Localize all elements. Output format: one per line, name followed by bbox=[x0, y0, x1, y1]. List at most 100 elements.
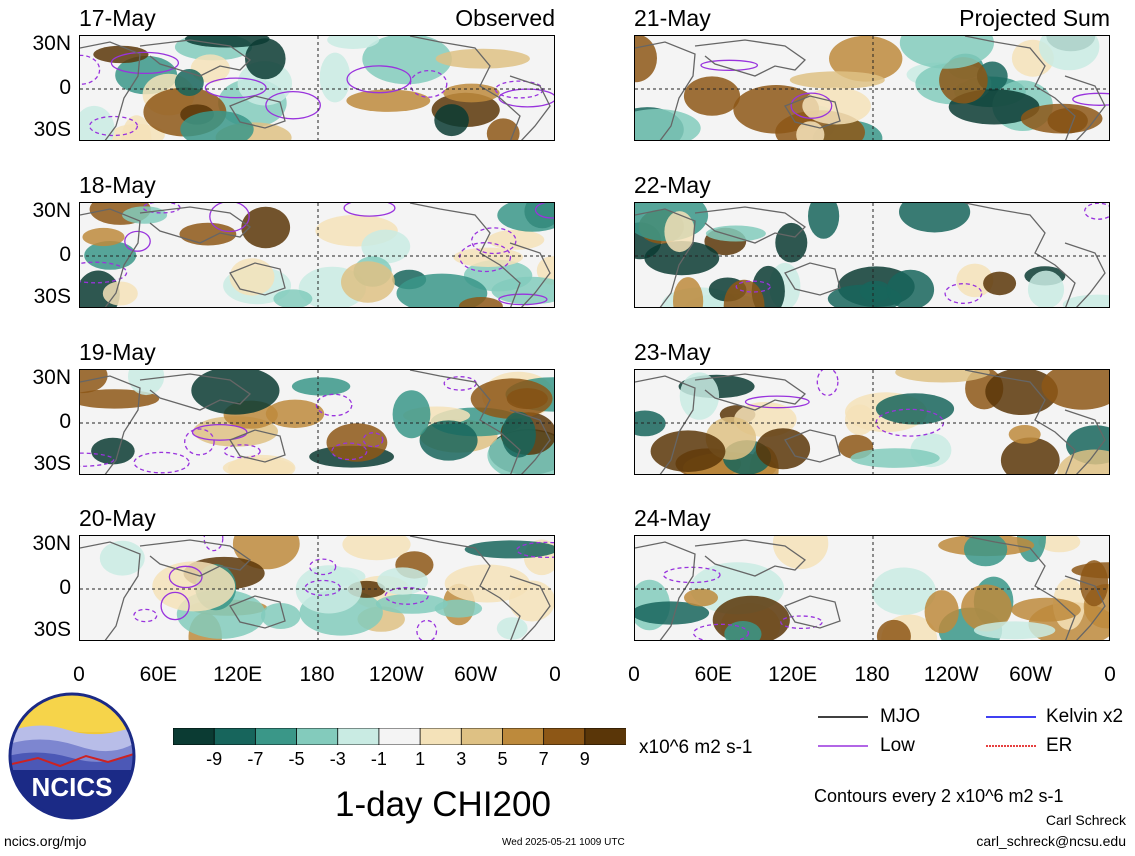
coastline bbox=[409, 536, 521, 640]
anomaly-shade bbox=[229, 258, 275, 296]
colorbar-swatch bbox=[296, 727, 339, 746]
coastline bbox=[1064, 75, 1106, 140]
anomaly-shade bbox=[501, 411, 536, 458]
anomaly-shade bbox=[1008, 425, 1041, 444]
anomaly-shade bbox=[956, 263, 994, 298]
anomaly-shade bbox=[961, 584, 1012, 632]
low-contour bbox=[662, 566, 721, 584]
coastline bbox=[229, 95, 286, 129]
lat-label: 30S bbox=[33, 285, 71, 308]
colorbar-swatch bbox=[502, 727, 545, 746]
lon-label: 60E bbox=[139, 663, 178, 686]
anomaly-shade bbox=[684, 588, 718, 607]
lat-label: 30N bbox=[32, 32, 71, 55]
colorbar-tick-label: 3 bbox=[456, 749, 467, 769]
anomaly-shade bbox=[497, 203, 554, 232]
coastline bbox=[694, 39, 807, 77]
anomaly-shade bbox=[185, 36, 270, 48]
anomaly-shade bbox=[673, 277, 704, 307]
low-contour bbox=[416, 619, 438, 640]
anomaly-shade bbox=[99, 540, 145, 576]
observed-map-panel bbox=[79, 535, 555, 641]
low-contour bbox=[80, 54, 101, 85]
low-contour bbox=[209, 203, 250, 233]
low-contour bbox=[80, 452, 115, 467]
anomaly-shade bbox=[755, 428, 811, 470]
coastline bbox=[80, 41, 141, 140]
coastline bbox=[784, 262, 841, 296]
anomaly-shade bbox=[392, 390, 431, 439]
low-contour bbox=[692, 623, 750, 640]
anomaly-shade bbox=[487, 229, 545, 250]
coastline bbox=[139, 39, 252, 77]
anomaly-shade bbox=[1027, 270, 1065, 307]
coastline bbox=[964, 370, 1076, 474]
logo-text: NCICS bbox=[32, 772, 113, 802]
low-contour bbox=[790, 92, 833, 119]
anomaly-shade bbox=[796, 121, 825, 140]
coastline bbox=[784, 429, 841, 463]
anomaly-shade bbox=[1062, 294, 1109, 307]
projected-map-panel bbox=[634, 202, 1110, 308]
lat-label: 0 bbox=[59, 576, 71, 599]
colorbar-units: x10^6 m2 s-1 bbox=[639, 737, 753, 758]
anomaly-shade bbox=[326, 423, 388, 462]
lat-label: 0 bbox=[59, 76, 71, 99]
coastline bbox=[635, 375, 696, 474]
colorbar-swatch bbox=[172, 727, 216, 746]
colorbar-tick-label: 1 bbox=[415, 749, 426, 769]
observed-map-panel bbox=[79, 369, 555, 475]
observed-panel-date: 20-May bbox=[79, 505, 156, 531]
lon-label: 120W bbox=[923, 663, 979, 686]
low-contour bbox=[700, 59, 759, 71]
low-contour bbox=[331, 442, 368, 461]
low-contour bbox=[516, 541, 554, 559]
anomaly-shade bbox=[273, 289, 313, 307]
anomaly-shade bbox=[772, 536, 829, 570]
lon-label: 60W bbox=[454, 663, 498, 686]
projected-map-panel bbox=[634, 369, 1110, 475]
colorbar-tick-label: -1 bbox=[370, 749, 387, 769]
coastline bbox=[964, 536, 1076, 640]
colorbar-tick-label: -7 bbox=[247, 749, 264, 769]
coastline bbox=[1064, 242, 1106, 307]
anomaly-shade bbox=[895, 370, 990, 383]
low-contour bbox=[1083, 203, 1109, 220]
projected-map-panel bbox=[634, 535, 1110, 641]
low-contour bbox=[133, 451, 190, 474]
lat-label: 30N bbox=[32, 199, 71, 222]
anomaly-shade bbox=[664, 211, 695, 253]
low-contour bbox=[409, 69, 448, 98]
anomaly-shade bbox=[827, 284, 902, 307]
colorbar-swatch bbox=[584, 727, 627, 746]
lat-label: 30S bbox=[33, 118, 71, 141]
anomaly-shade bbox=[265, 399, 325, 428]
anomaly-shade bbox=[899, 36, 994, 69]
anomaly-shade bbox=[486, 118, 520, 140]
low-contour bbox=[88, 115, 139, 137]
coastline bbox=[80, 375, 141, 474]
low-contour bbox=[534, 203, 554, 219]
coastline bbox=[964, 36, 1076, 140]
anomaly-shade bbox=[179, 222, 237, 246]
low-contour bbox=[160, 591, 190, 621]
lat-label: 0 bbox=[59, 410, 71, 433]
coastline bbox=[139, 539, 252, 577]
coastline bbox=[635, 41, 696, 140]
low-contour bbox=[735, 280, 771, 293]
anomaly-shade bbox=[650, 430, 726, 472]
coastline bbox=[509, 242, 551, 307]
anomaly-shade bbox=[362, 36, 452, 85]
anomaly-shade bbox=[245, 38, 286, 80]
coastline bbox=[229, 595, 286, 629]
coastline bbox=[229, 262, 286, 296]
coastline bbox=[409, 36, 521, 140]
coastline bbox=[694, 539, 807, 577]
figure-title: 1-day CHI200 bbox=[335, 785, 551, 824]
low-contour bbox=[362, 432, 384, 448]
low-contour bbox=[133, 608, 158, 623]
legend: MJO Low Kelvin x2 ER bbox=[814, 700, 1134, 760]
coastline bbox=[1064, 409, 1106, 474]
anomaly-shade bbox=[1039, 36, 1100, 71]
coastline bbox=[635, 541, 696, 640]
